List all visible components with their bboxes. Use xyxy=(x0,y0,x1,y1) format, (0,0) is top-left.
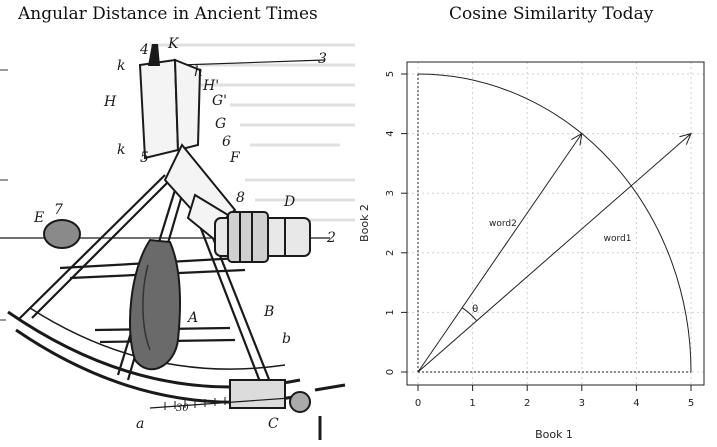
angle-arc xyxy=(461,307,478,322)
sextant-label: 5 xyxy=(140,150,149,166)
vector-label: word1 xyxy=(604,234,632,244)
sextant-figure-labels: 4 K k h 3 H H' G' G k 6 5 F 8 D E 7 2 A … xyxy=(33,36,336,432)
y-tick-label: 5 xyxy=(385,71,396,77)
sextant-label: k xyxy=(117,142,125,158)
y-axis-label: Book 2 xyxy=(358,204,371,242)
sextant-label: H' xyxy=(202,78,219,94)
sextant-label: 4 xyxy=(139,42,149,58)
sextant-label: 2 xyxy=(326,230,336,246)
x-tick-label: 1 xyxy=(469,398,475,409)
x-tick-label: 5 xyxy=(688,398,694,409)
plot-frame xyxy=(406,61,705,386)
sextant-label: C xyxy=(268,416,279,432)
sextant-label: H xyxy=(103,94,117,110)
x-tick-label: 3 xyxy=(579,398,585,409)
vector-arrowhead xyxy=(571,132,583,146)
x-tick-label: 0 xyxy=(415,398,421,409)
left-panel-title: Angular Distance in Ancient Times xyxy=(18,4,318,24)
vernier xyxy=(149,379,346,440)
x-tick-label: 4 xyxy=(633,398,639,409)
sextant-label: 30 xyxy=(176,403,189,414)
sextant-label: A xyxy=(186,310,198,326)
horizon-mirror xyxy=(43,219,81,249)
y-tick-label: 1 xyxy=(385,309,396,315)
y-tick-label: 2 xyxy=(385,250,396,256)
chart-marks: word2 word1 θ xyxy=(417,73,692,373)
vector-label: word2 xyxy=(489,219,517,229)
vernier-ticks xyxy=(164,397,226,410)
sextant-label: 7 xyxy=(54,202,63,218)
sextant-label: 3 xyxy=(318,51,327,67)
angle-label: θ xyxy=(472,304,478,315)
sextant-label: 6 xyxy=(222,134,231,150)
sextant-label: B xyxy=(263,304,274,320)
y-tick-label: 0 xyxy=(385,369,396,375)
sextant-label: K xyxy=(167,36,180,52)
y-tick-label: 4 xyxy=(385,130,396,136)
sextant-label: h xyxy=(194,64,203,80)
sextant-label: D xyxy=(283,194,295,210)
telescope xyxy=(214,211,311,263)
unit-arc xyxy=(417,73,692,373)
sextant-label: E xyxy=(33,210,44,226)
sextant-label: G xyxy=(215,116,226,132)
x-axis-label: Book 1 xyxy=(535,428,573,441)
sextant-label: G' xyxy=(212,93,227,109)
right-panel-title: Cosine Similarity Today xyxy=(449,4,654,24)
chart-grid xyxy=(407,62,704,385)
sextant-label: a xyxy=(136,416,144,432)
sextant-illustration: 4 K k h 3 H H' G' G k 6 5 F 8 D E 7 2 A … xyxy=(0,36,355,440)
y-tick-label: 3 xyxy=(385,190,396,196)
cosine-similarity-chart: 0 1 2 3 4 5 0 1 2 3 4 5 word2 word1 θ Book 1 Book 2 xyxy=(358,61,705,441)
vector-word2 xyxy=(417,133,583,373)
sextant-label: 8 xyxy=(236,190,245,206)
sextant-handle xyxy=(129,238,181,371)
vector-word1 xyxy=(417,133,692,373)
x-tick-label: 2 xyxy=(524,398,530,409)
sextant-label: b xyxy=(282,331,291,347)
sextant-top-pin xyxy=(148,44,160,66)
sextant-label: F xyxy=(229,150,241,166)
sextant-left-margin xyxy=(0,69,8,321)
chart-axes: 0 1 2 3 4 5 0 1 2 3 4 5 xyxy=(385,71,694,409)
index-mirror xyxy=(138,58,237,242)
vector-arrowhead xyxy=(679,132,692,145)
sextant-label: k xyxy=(117,58,125,74)
